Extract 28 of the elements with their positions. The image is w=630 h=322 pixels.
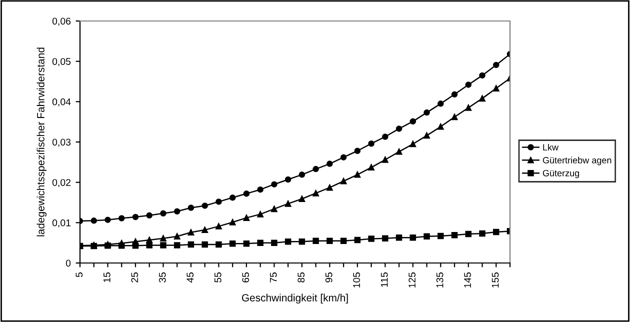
x-tick-label: 135 (436, 272, 444, 288)
x-tick-label: 95 (325, 272, 332, 282)
x-tick-label: 65 (242, 272, 250, 282)
legend-label: Gütertriebw agen (542, 156, 612, 166)
y-tick-label: 0,06 (52, 18, 71, 26)
y-tick-label: 0,03 (52, 138, 71, 147)
x-tick-label: 145 (464, 272, 471, 288)
x-tick-label: 55 (214, 272, 222, 282)
y-tick-label: 0,05 (52, 58, 71, 66)
y-tick-label: 0,02 (52, 179, 70, 188)
x-tick-label: 5 (76, 272, 83, 278)
legend-label: Lkw (543, 144, 559, 150)
y-tick-label: 0,04 (52, 98, 71, 106)
x-tick-label: 45 (186, 272, 194, 283)
x-tick-label: 85 (298, 272, 305, 282)
x-tick-label: 35 (158, 272, 166, 282)
x-tick-label: 75 (270, 272, 277, 282)
x-tick-label: 15 (104, 272, 110, 282)
y-tick-label: 0 (66, 260, 71, 267)
y-tick-label: 0,01 (52, 219, 70, 228)
x-axis-title: Geschwindigkeit [km/h] (242, 294, 348, 304)
x-tick-label: 105 (353, 272, 360, 288)
legend-label: Güterzug (542, 170, 580, 178)
y-axis-title: ladegewichtsspezifischer Fahrwiderstand (36, 48, 46, 236)
x-tick-label: 115 (380, 272, 388, 287)
x-tick-label: 125 (408, 272, 416, 288)
x-tick-label: 155 (492, 272, 499, 288)
x-tick-label: 25 (131, 272, 138, 282)
